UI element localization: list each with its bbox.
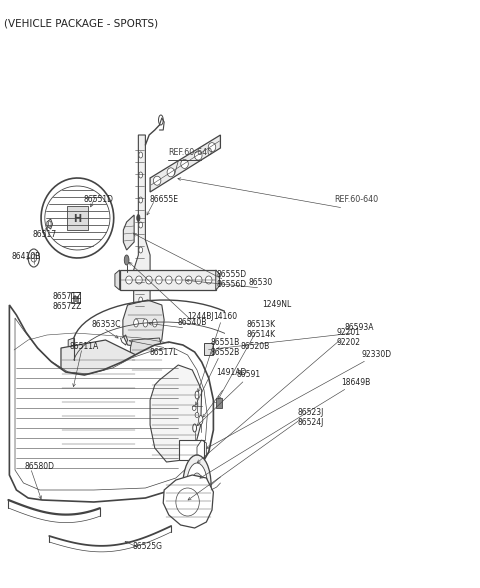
Polygon shape [131, 338, 163, 385]
Text: 86591: 86591 [237, 370, 261, 379]
Ellipse shape [126, 276, 132, 284]
Polygon shape [233, 423, 240, 438]
Ellipse shape [48, 221, 51, 227]
Ellipse shape [181, 159, 188, 168]
Text: 86530: 86530 [249, 278, 273, 287]
Text: (VEHICLE PACKAGE - SPORTS): (VEHICLE PACKAGE - SPORTS) [4, 18, 158, 28]
Polygon shape [47, 219, 52, 229]
Text: 86655E: 86655E [149, 195, 178, 204]
Polygon shape [254, 338, 261, 364]
Ellipse shape [139, 247, 143, 253]
Ellipse shape [195, 391, 199, 399]
Text: 14160: 14160 [214, 312, 238, 321]
Ellipse shape [139, 172, 143, 178]
Text: REF.60-640: REF.60-640 [168, 148, 212, 157]
Polygon shape [123, 300, 164, 348]
Ellipse shape [139, 317, 143, 323]
Ellipse shape [194, 151, 202, 160]
Bar [73, 296, 78, 301]
Text: 18649B: 18649B [341, 378, 371, 387]
Text: 86555D
86556D: 86555D 86556D [216, 270, 247, 289]
Polygon shape [163, 475, 214, 528]
Ellipse shape [256, 347, 260, 357]
Text: 1491AD: 1491AD [216, 368, 247, 377]
Ellipse shape [156, 276, 162, 284]
Text: 86511A: 86511A [70, 342, 99, 351]
Ellipse shape [192, 473, 203, 497]
Text: 92201
92202: 92201 92202 [337, 328, 361, 348]
Ellipse shape [199, 416, 203, 425]
Polygon shape [150, 135, 220, 192]
Polygon shape [123, 215, 134, 250]
Polygon shape [115, 270, 120, 290]
Ellipse shape [154, 176, 161, 185]
Bar [72, 292, 80, 303]
Ellipse shape [28, 249, 39, 267]
Text: 86525G: 86525G [132, 542, 162, 551]
Text: 86517: 86517 [33, 230, 57, 239]
Polygon shape [150, 365, 202, 462]
Text: 86410B: 86410B [12, 252, 41, 261]
Text: 92330D: 92330D [361, 350, 391, 359]
Polygon shape [68, 338, 74, 362]
Ellipse shape [195, 413, 199, 417]
Ellipse shape [139, 152, 143, 158]
Ellipse shape [139, 222, 143, 228]
Ellipse shape [139, 272, 143, 278]
Ellipse shape [187, 463, 207, 507]
Text: 1244BJ: 1244BJ [188, 312, 214, 321]
Bar [179, 440, 204, 460]
Text: 86551D: 86551D [84, 195, 113, 204]
Text: 86540B: 86540B [177, 318, 207, 327]
Ellipse shape [153, 319, 157, 327]
Text: 86520B: 86520B [240, 342, 269, 351]
Ellipse shape [195, 276, 202, 284]
Polygon shape [10, 305, 214, 502]
Text: 86571Z
86572Z: 86571Z 86572Z [52, 292, 82, 312]
Text: 86551B
86552B: 86551B 86552B [210, 338, 240, 358]
Bar [216, 398, 222, 408]
Text: 86593A: 86593A [345, 323, 374, 332]
Ellipse shape [183, 455, 211, 515]
Ellipse shape [208, 143, 216, 152]
Ellipse shape [185, 276, 192, 284]
Polygon shape [41, 178, 114, 258]
Ellipse shape [31, 254, 36, 262]
Ellipse shape [176, 276, 182, 284]
Polygon shape [61, 340, 138, 462]
Ellipse shape [143, 319, 148, 327]
Text: 86513K
86514K: 86513K 86514K [246, 320, 276, 339]
Text: 86517L: 86517L [149, 348, 178, 357]
Ellipse shape [193, 424, 196, 432]
Ellipse shape [133, 319, 138, 327]
Polygon shape [216, 270, 219, 290]
Polygon shape [133, 135, 150, 330]
Bar [204, 343, 214, 355]
Ellipse shape [167, 168, 175, 177]
Ellipse shape [136, 276, 142, 284]
Ellipse shape [139, 197, 143, 203]
Ellipse shape [139, 297, 143, 303]
Ellipse shape [137, 215, 140, 222]
Text: H: H [73, 214, 82, 224]
Ellipse shape [145, 276, 152, 284]
Text: 1249NL: 1249NL [263, 300, 292, 309]
Text: 86353C: 86353C [92, 320, 121, 329]
Ellipse shape [158, 115, 163, 125]
Ellipse shape [166, 276, 172, 284]
Text: 86523J
86524J: 86523J 86524J [298, 408, 324, 427]
Text: 86580D: 86580D [24, 462, 54, 471]
Ellipse shape [205, 276, 212, 284]
Bar [67, 206, 88, 230]
Polygon shape [45, 186, 110, 250]
Polygon shape [120, 270, 216, 290]
Ellipse shape [192, 406, 196, 410]
Text: REF.60-640: REF.60-640 [334, 195, 378, 204]
Ellipse shape [124, 255, 129, 265]
